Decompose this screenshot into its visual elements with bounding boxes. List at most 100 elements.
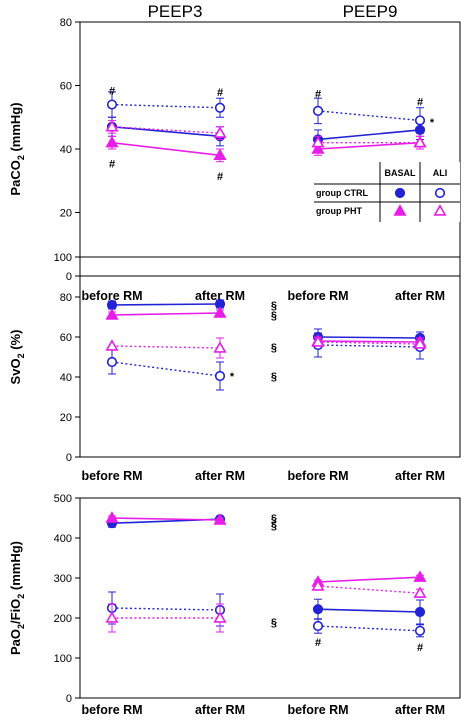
x-category-label: after RM	[395, 469, 445, 483]
data-point	[414, 115, 426, 126]
legend-row-ctrl: group CTRL	[316, 188, 368, 198]
panel-title-peep9: PEEP9	[343, 2, 398, 21]
legend-row-pht: group PHT	[316, 206, 362, 216]
data-point	[213, 611, 227, 623]
series-pht-basal	[105, 511, 427, 587]
y-tick-label: 100	[54, 252, 72, 264]
data-point	[312, 105, 324, 116]
data-point	[311, 335, 325, 347]
y-tick-label: 400	[54, 533, 72, 545]
chart-panel-2: 0 20 40 60 80 100 before RM after RM before RM af…	[8, 252, 461, 483]
significance-mark: #	[315, 637, 321, 649]
x-category-label: after RM	[195, 703, 245, 717]
series-line	[111, 312, 221, 316]
data-point	[106, 356, 118, 368]
data-point	[311, 579, 325, 591]
legend: BASAL ALI group CTRL group PHT	[314, 162, 460, 222]
x-category-label: before RM	[287, 289, 348, 303]
data-point	[106, 299, 118, 311]
x-category-label: after RM	[195, 469, 245, 483]
significance-mark: *	[430, 117, 435, 129]
x-category-label: before RM	[287, 469, 348, 483]
y-tick-label: 20	[60, 412, 72, 424]
legend-marker-ctrl-ali	[434, 187, 446, 199]
significance-mark: §	[271, 617, 277, 629]
significance-mark: #	[109, 85, 115, 97]
y-tick-label: 40	[60, 372, 72, 384]
legend-marker-pht-ali	[433, 204, 447, 216]
series-line	[111, 303, 221, 306]
x-category-label: before RM	[81, 703, 142, 717]
data-point	[213, 341, 227, 353]
data-point	[413, 586, 427, 598]
significance-mark: §	[271, 342, 277, 354]
y-tick-label: 60	[60, 81, 72, 93]
series-line	[111, 103, 221, 109]
data-point	[413, 135, 427, 148]
legend-marker-ctrl-basal	[394, 187, 406, 199]
y-tick-label: 300	[54, 573, 72, 585]
significance-mark: §	[271, 310, 277, 322]
y-tick-label: 80	[60, 292, 72, 304]
series-line	[317, 336, 421, 339]
y-axis-label: PaO2/FiO2 (mmHg)	[8, 541, 26, 655]
x-category-label: after RM	[395, 703, 445, 717]
panel-title-peep3: PEEP3	[148, 2, 203, 21]
significance-mark: #	[109, 158, 115, 170]
series-line	[111, 607, 221, 611]
significance-mark: #	[217, 171, 223, 183]
series-line	[317, 110, 421, 122]
series-line	[317, 141, 421, 150]
data-point	[214, 370, 226, 382]
plot-frame	[79, 21, 461, 277]
legend-col-ali: ALI	[433, 168, 448, 178]
significance-mark: #	[315, 88, 321, 100]
x-category-label: after RM	[195, 289, 245, 303]
series-line	[317, 344, 421, 348]
data-point	[413, 570, 427, 582]
series-line	[317, 625, 421, 632]
y-tick-label: 0	[66, 271, 72, 283]
series-ctrl-basal	[106, 298, 426, 346]
data-point	[105, 308, 119, 320]
series-line	[111, 141, 221, 157]
x-category-label: before RM	[81, 469, 142, 483]
data-point	[105, 511, 119, 523]
significance-mark: #	[217, 87, 223, 99]
y-tick-label: 0	[66, 452, 72, 464]
series-pht-ali	[105, 119, 427, 150]
data-point	[105, 339, 119, 351]
series-line	[317, 585, 421, 594]
y-tick-label: 200	[54, 613, 72, 625]
series-line	[317, 576, 421, 583]
significance-mark: #	[417, 642, 423, 654]
data-point	[312, 604, 324, 615]
y-tick-label: 20	[60, 208, 72, 220]
x-category-label: after RM	[395, 289, 445, 303]
data-point	[213, 306, 227, 318]
significance-mark: §	[271, 520, 277, 532]
chart-panel-3: 0 100 200 300 400 500 before RM after RM before …	[8, 493, 461, 717]
y-tick-label: 100	[54, 653, 72, 665]
data-point	[105, 135, 119, 148]
series-line	[111, 361, 221, 377]
data-point	[213, 126, 227, 138]
series-line	[317, 608, 421, 613]
data-point	[214, 102, 226, 113]
series-pht-basal	[105, 135, 427, 163]
series-line	[111, 345, 221, 349]
data-point	[213, 148, 227, 161]
series-pht-basal	[105, 306, 427, 347]
significance-mark: §	[271, 513, 277, 525]
series-ctrl-ali	[106, 591, 426, 638]
significance-mark: §	[271, 300, 277, 312]
legend-col-basal: BASAL	[385, 168, 417, 178]
y-tick-label: 60	[60, 332, 72, 344]
x-category-label: before RM	[287, 703, 348, 717]
data-point	[414, 606, 426, 618]
y-axis-label: SvO2 (%)	[8, 330, 26, 385]
y-tick-label: 40	[60, 144, 72, 156]
series-ctrl-ali	[106, 91, 426, 134]
y-axis-label: PaCO2 (mmHg)	[8, 102, 26, 195]
